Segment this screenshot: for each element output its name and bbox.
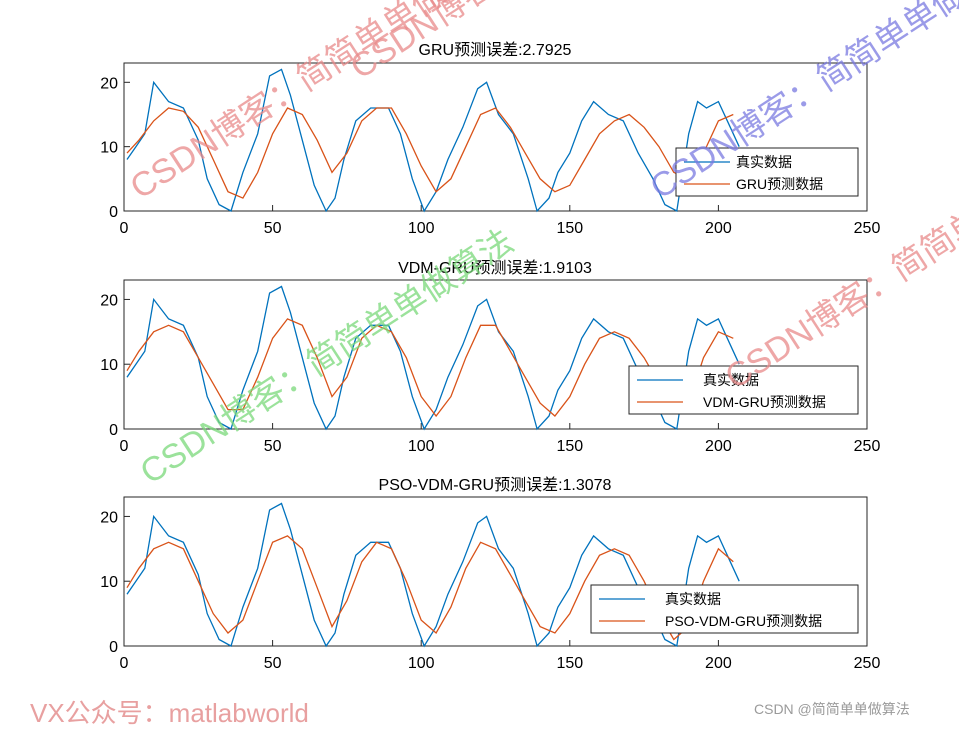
x-tick-label: 150 <box>556 655 583 672</box>
footer-vx-watermark: VX公众号：matlabworld <box>30 698 309 728</box>
legend-label-true: 真实数据 <box>736 154 792 170</box>
y-tick-label: 10 <box>100 357 118 374</box>
x-tick-label: 50 <box>264 655 282 672</box>
subplot-title: PSO-VDM-GRU预测误差:1.3078 <box>379 476 612 494</box>
legend-label-pred: GRU预测数据 <box>736 176 823 192</box>
x-tick-label: 0 <box>120 220 129 237</box>
x-tick-label: 50 <box>264 220 282 237</box>
x-tick-label: 250 <box>854 655 881 672</box>
series-line-pred <box>126 107 734 199</box>
y-tick-label: 0 <box>109 422 118 439</box>
subplot-gru: GRU预测误差:2.7925 0 50 100 150 200 250 0 10 20 真实数据… <box>100 41 880 237</box>
legend: 真实数据 VDM-GRU预测数据 <box>628 365 859 415</box>
x-tick-label: 150 <box>556 438 583 455</box>
legend: 真实数据 PSO-VDM-GRU预测数据 <box>590 584 859 634</box>
subplot-vdm-gru: VDM-GRU预测误差:1.9103 0 50 100 150 200 25001020 … <box>100 259 880 455</box>
y-tick-label: 20 <box>100 292 118 309</box>
y-tick-label: 10 <box>100 140 118 157</box>
x-tick-label: 100 <box>408 438 435 455</box>
axis-ticks: 0 50 100 150 200 250 0 10 20 <box>100 292 880 455</box>
axis-ticks: 0 50 100 150 200 250 0 10 20 <box>100 75 880 237</box>
x-tick-label: 50 <box>264 438 282 455</box>
axis-ticks: 0 50 100 150 200 250 0 10 20 <box>100 509 880 672</box>
x-tick-label: 250 <box>854 220 881 237</box>
y-tick-label: 20 <box>100 509 118 526</box>
y-tick-label: 10 <box>100 574 118 591</box>
footer-csdn-credit: CSDN @简简单单做算法 <box>754 701 910 717</box>
x-tick-label: 200 <box>705 655 732 672</box>
subplot-title: VDM-GRU预测误差:1.9103 <box>398 259 592 277</box>
x-tick-label: 0 <box>120 655 129 672</box>
x-tick-label: 250 <box>854 438 881 455</box>
y-tick-label: 0 <box>109 204 118 221</box>
legend-label-true: 真实数据 <box>703 372 759 388</box>
x-tick-label: 150 <box>556 220 583 237</box>
legend-box <box>675 147 859 197</box>
series-lines <box>126 68 740 213</box>
series-line-pred <box>126 535 734 641</box>
y-tick-label: 20 <box>100 75 118 92</box>
legend-label-true: 真实数据 <box>665 591 721 607</box>
subplot-pso-vdm-gru: PSO-VDM-GRU预测误差:1.3078 0 50 100 150 200 250 0 1… <box>100 476 880 672</box>
x-tick-label: 200 <box>705 438 732 455</box>
legend: 真实数据 GRU预测数据 <box>675 147 859 197</box>
y-tick-label: 0 <box>109 639 118 656</box>
x-tick-label: 100 <box>408 655 435 672</box>
subplot-title: GRU预测误差:2.7925 <box>419 41 572 59</box>
series-line-pred <box>126 318 734 418</box>
legend-label-pred: VDM-GRU预测数据 <box>703 394 826 410</box>
legend-box <box>590 584 859 634</box>
x-tick-label: 100 <box>408 220 435 237</box>
x-tick-label: 0 <box>120 438 129 455</box>
series-line-true <box>126 68 740 213</box>
legend-box <box>628 365 859 415</box>
legend-label-pred: PSO-VDM-GRU预测数据 <box>665 613 822 629</box>
x-tick-label: 200 <box>705 220 732 237</box>
